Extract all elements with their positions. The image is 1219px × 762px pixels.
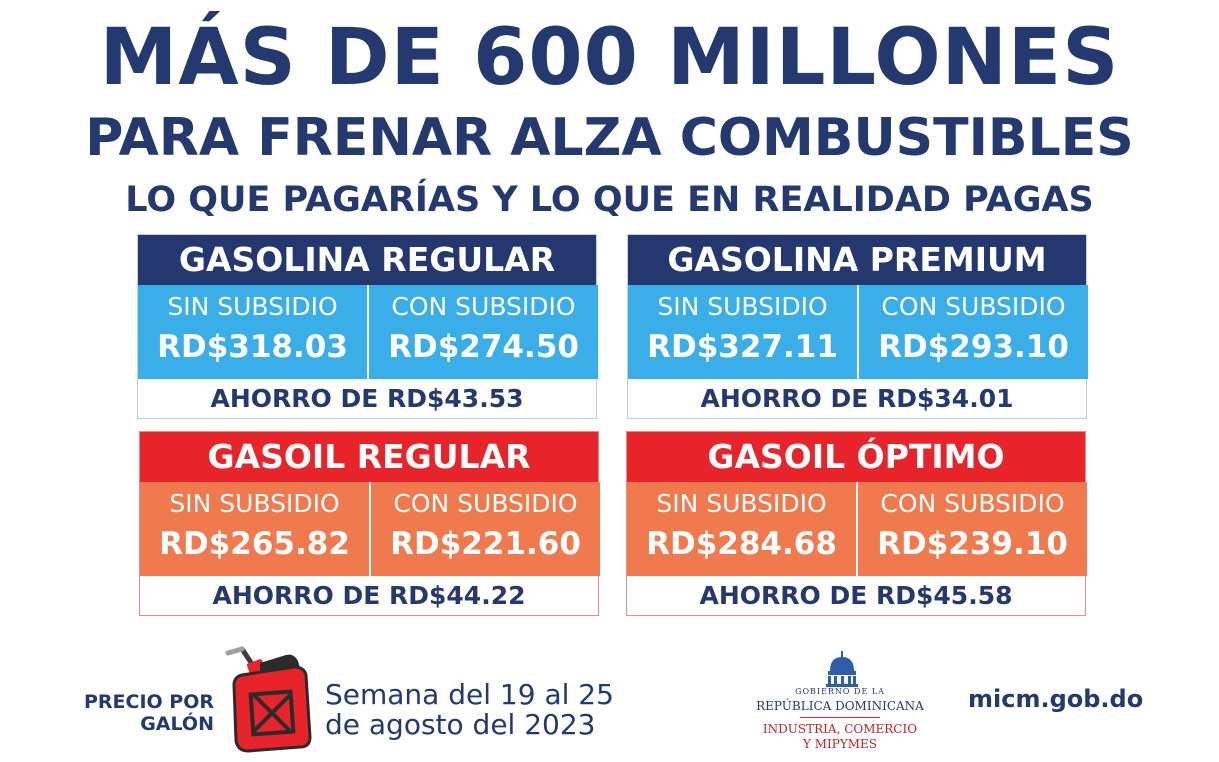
ministry-line-1: INDUSTRIA, COMERCIO — [762, 722, 918, 736]
price-without-subsidy: SIN SUBSIDIO RD$284.68 — [627, 482, 856, 576]
saving-text: AHORRO DE RD$43.53 — [210, 384, 524, 413]
fuel-can-icon — [225, 646, 312, 753]
saving-text: AHORRO DE RD$45.58 — [699, 581, 1013, 610]
price-without-subsidy: SIN SUBSIDIO RD$265.82 — [140, 482, 369, 576]
with-value: RD$293.10 — [878, 329, 1069, 365]
price-label-line-2: GALÓN — [140, 713, 214, 735]
without-label: SIN SUBSIDIO — [657, 292, 828, 321]
card-gasoil-regular: GASOIL REGULAR SIN SUBSIDIO RD$265.82 CO… — [139, 431, 600, 616]
card-title: GASOIL ÓPTIMO — [627, 432, 1085, 482]
with-label: CON SUBSIDIO — [393, 489, 578, 518]
government-dome-icon — [826, 651, 858, 687]
with-value: RD$221.60 — [390, 526, 581, 562]
week-line-2: de agosto del 2023 — [325, 708, 596, 741]
with-value: RD$274.50 — [388, 329, 579, 365]
without-label: SIN SUBSIDIO — [167, 292, 338, 321]
main-title: MÁS DE 600 MILLONES — [99, 13, 1120, 103]
without-value: RD$284.68 — [646, 526, 837, 562]
gov-line-2: REPÚBLICA DOMINICANA — [756, 699, 924, 713]
gov-line-1: GOBIERNO DE LA — [795, 687, 885, 696]
price-with-subsidy: CON SUBSIDIO RD$274.50 — [369, 285, 598, 379]
with-value: RD$239.10 — [877, 526, 1068, 562]
card-gasolina-regular: GASOLINA REGULAR SIN SUBSIDIO RD$318.03 … — [137, 234, 598, 419]
saving-text: AHORRO DE RD$34.01 — [700, 384, 1014, 413]
price-label-line-1: PRECIO POR — [83, 691, 214, 713]
price-without-subsidy: SIN SUBSIDIO RD$318.03 — [138, 285, 367, 379]
main-subtitle: PARA FRENAR ALZA COMBUSTIBLES — [85, 108, 1134, 168]
with-label: CON SUBSIDIO — [880, 489, 1065, 518]
price-with-subsidy: CON SUBSIDIO RD$293.10 — [859, 285, 1088, 379]
with-label: CON SUBSIDIO — [881, 292, 1066, 321]
price-without-subsidy: SIN SUBSIDIO RD$327.11 — [628, 285, 857, 379]
with-label: CON SUBSIDIO — [391, 292, 576, 321]
card-title: GASOIL REGULAR — [140, 432, 598, 482]
without-label: SIN SUBSIDIO — [169, 489, 340, 518]
website-link[interactable]: micm.gob.do — [968, 685, 1144, 713]
tagline: LO QUE PAGARÍAS Y LO QUE EN REALIDAD PAG… — [125, 180, 1094, 220]
price-with-subsidy: CON SUBSIDIO RD$221.60 — [371, 482, 600, 576]
without-value: RD$265.82 — [159, 526, 350, 562]
ministry-line-2: Y MIPYMES — [802, 737, 878, 751]
card-gasoil-optimo: GASOIL ÓPTIMO SIN SUBSIDIO RD$284.68 CON… — [626, 431, 1087, 616]
price-with-subsidy: CON SUBSIDIO RD$239.10 — [858, 482, 1087, 576]
week-line-1: Semana del 19 al 25 — [325, 678, 614, 711]
card-title: GASOLINA REGULAR — [138, 235, 596, 285]
without-value: RD$327.11 — [647, 329, 838, 365]
week-text: Semana del 19 al 25 de agosto del 2023 — [325, 680, 614, 740]
without-value: RD$318.03 — [157, 329, 348, 365]
logo-divider — [800, 717, 880, 718]
price-per-gallon-label: PRECIO POR GALÓN — [82, 691, 214, 735]
saving-text: AHORRO DE RD$44.22 — [212, 581, 526, 610]
card-title: GASOLINA PREMIUM — [628, 235, 1086, 285]
without-label: SIN SUBSIDIO — [656, 489, 827, 518]
card-gasolina-premium: GASOLINA PREMIUM SIN SUBSIDIO RD$327.11 … — [627, 234, 1088, 419]
